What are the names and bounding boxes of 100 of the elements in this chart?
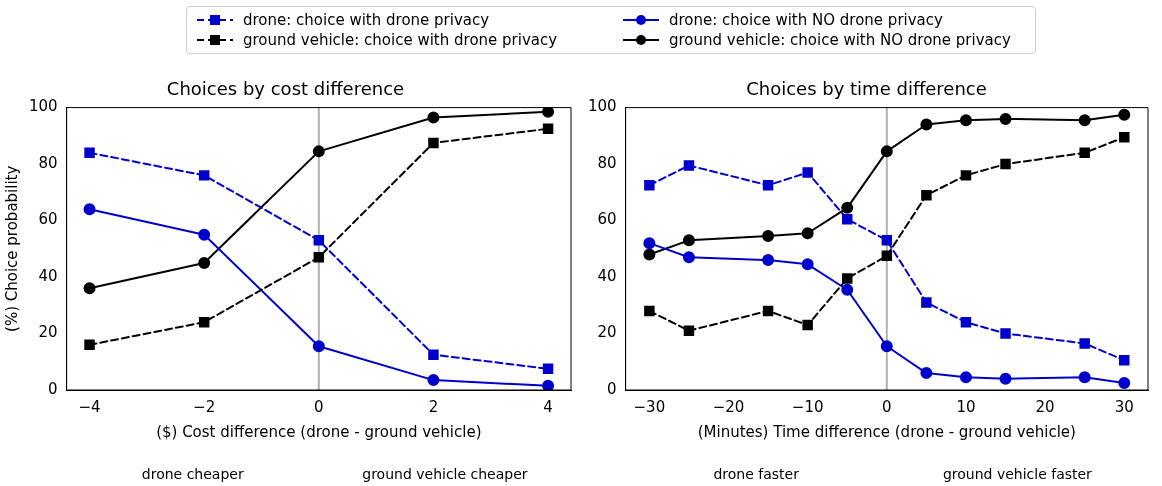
point bbox=[841, 283, 854, 296]
text: drone cheaper bbox=[141, 465, 244, 482]
point bbox=[762, 180, 774, 191]
point bbox=[1000, 158, 1011, 170]
point bbox=[542, 363, 554, 375]
point bbox=[802, 167, 813, 178]
chart-title: Choices by time difference bbox=[746, 78, 987, 100]
point bbox=[198, 170, 210, 181]
y-tick-label: 60 bbox=[597, 210, 617, 229]
point bbox=[1118, 376, 1131, 389]
point bbox=[312, 340, 325, 353]
y-tick-label: 20 bbox=[38, 323, 58, 342]
point bbox=[842, 273, 853, 284]
point bbox=[801, 258, 814, 271]
point bbox=[1119, 355, 1130, 366]
x-tick-label: −30 bbox=[633, 397, 666, 416]
text: ground vehicle faster bbox=[942, 465, 1093, 482]
point bbox=[644, 180, 655, 191]
point bbox=[999, 112, 1012, 125]
point bbox=[542, 107, 555, 118]
point bbox=[643, 237, 656, 250]
x-tick-label: 2 bbox=[428, 397, 439, 416]
point bbox=[683, 160, 695, 171]
point bbox=[920, 367, 933, 380]
point bbox=[84, 147, 95, 159]
point bbox=[427, 111, 440, 124]
y-axis-title: (%) Choice probability bbox=[2, 165, 21, 332]
y-tick-label: 80 bbox=[38, 153, 58, 172]
point bbox=[1118, 108, 1131, 121]
point bbox=[1079, 338, 1090, 349]
point bbox=[542, 379, 555, 390]
point bbox=[428, 349, 439, 360]
text: ground vehicle cheaper bbox=[362, 465, 528, 482]
y-tick-label: 100 bbox=[28, 97, 58, 116]
y-tick-label: 100 bbox=[587, 97, 617, 116]
x-tick-label: −20 bbox=[712, 397, 745, 416]
point bbox=[920, 118, 933, 131]
point bbox=[198, 316, 210, 328]
point bbox=[542, 123, 554, 135]
point bbox=[881, 235, 893, 246]
point bbox=[881, 250, 893, 262]
y-tick-label: 40 bbox=[38, 266, 58, 285]
x-tick-label: 20 bbox=[1035, 397, 1055, 416]
y-tick-label: 0 bbox=[48, 379, 58, 398]
point bbox=[960, 170, 972, 181]
y-tick-label: 80 bbox=[597, 153, 617, 172]
x-tick-label: 0 bbox=[882, 397, 892, 416]
point bbox=[841, 201, 854, 214]
x-tick-label: −4 bbox=[78, 397, 101, 416]
x-tick-label: 4 bbox=[543, 397, 553, 416]
point bbox=[1078, 114, 1091, 127]
point bbox=[312, 145, 325, 158]
text: drone faster bbox=[713, 465, 800, 482]
point bbox=[762, 305, 774, 317]
point bbox=[842, 213, 853, 225]
y-tick-label: 0 bbox=[607, 379, 617, 398]
y-tick-label: 40 bbox=[597, 266, 617, 285]
x-tick-label: 10 bbox=[956, 397, 976, 416]
point bbox=[880, 145, 893, 158]
point bbox=[1079, 147, 1090, 159]
point bbox=[960, 316, 972, 328]
point bbox=[643, 248, 656, 261]
point bbox=[1000, 328, 1011, 339]
point bbox=[801, 227, 814, 240]
point bbox=[959, 371, 972, 384]
point bbox=[921, 297, 932, 308]
legend-label: drone: choice with NO drone privacy bbox=[669, 11, 943, 29]
legend-label: ground vehicle: choice with drone privacy bbox=[243, 31, 558, 49]
point bbox=[83, 282, 96, 295]
point bbox=[1078, 371, 1091, 384]
chart-title: Choices by cost difference bbox=[166, 78, 405, 100]
point bbox=[682, 251, 695, 264]
legend-label: drone: choice with drone privacy bbox=[243, 11, 490, 29]
point bbox=[644, 305, 655, 317]
point bbox=[999, 372, 1012, 385]
x-tick-label: 30 bbox=[1114, 397, 1134, 416]
point bbox=[313, 235, 325, 246]
point bbox=[428, 137, 439, 149]
point bbox=[313, 252, 325, 263]
point bbox=[921, 189, 932, 201]
point bbox=[198, 228, 211, 241]
point bbox=[682, 234, 695, 247]
point bbox=[84, 339, 95, 351]
x-axis-title: ($) Cost difference (drone - ground vehicle) bbox=[156, 422, 482, 441]
x-axis-title: (Minutes) Time difference (drone - ground vehicle) bbox=[697, 422, 1076, 441]
x-tick-label: 0 bbox=[314, 397, 324, 416]
legend-label: ground vehicle: choice with NO drone privacy bbox=[669, 31, 1011, 49]
point bbox=[880, 340, 893, 353]
point bbox=[959, 114, 972, 127]
x-tick-label: −10 bbox=[791, 397, 824, 416]
point bbox=[427, 374, 440, 387]
point bbox=[198, 256, 211, 269]
y-tick-label: 20 bbox=[597, 323, 617, 342]
point bbox=[83, 203, 96, 216]
point bbox=[762, 254, 775, 267]
point bbox=[762, 230, 775, 243]
point bbox=[683, 325, 695, 336]
y-tick-label: 60 bbox=[38, 210, 58, 229]
point bbox=[802, 319, 813, 331]
x-tick-label: −2 bbox=[193, 397, 216, 416]
